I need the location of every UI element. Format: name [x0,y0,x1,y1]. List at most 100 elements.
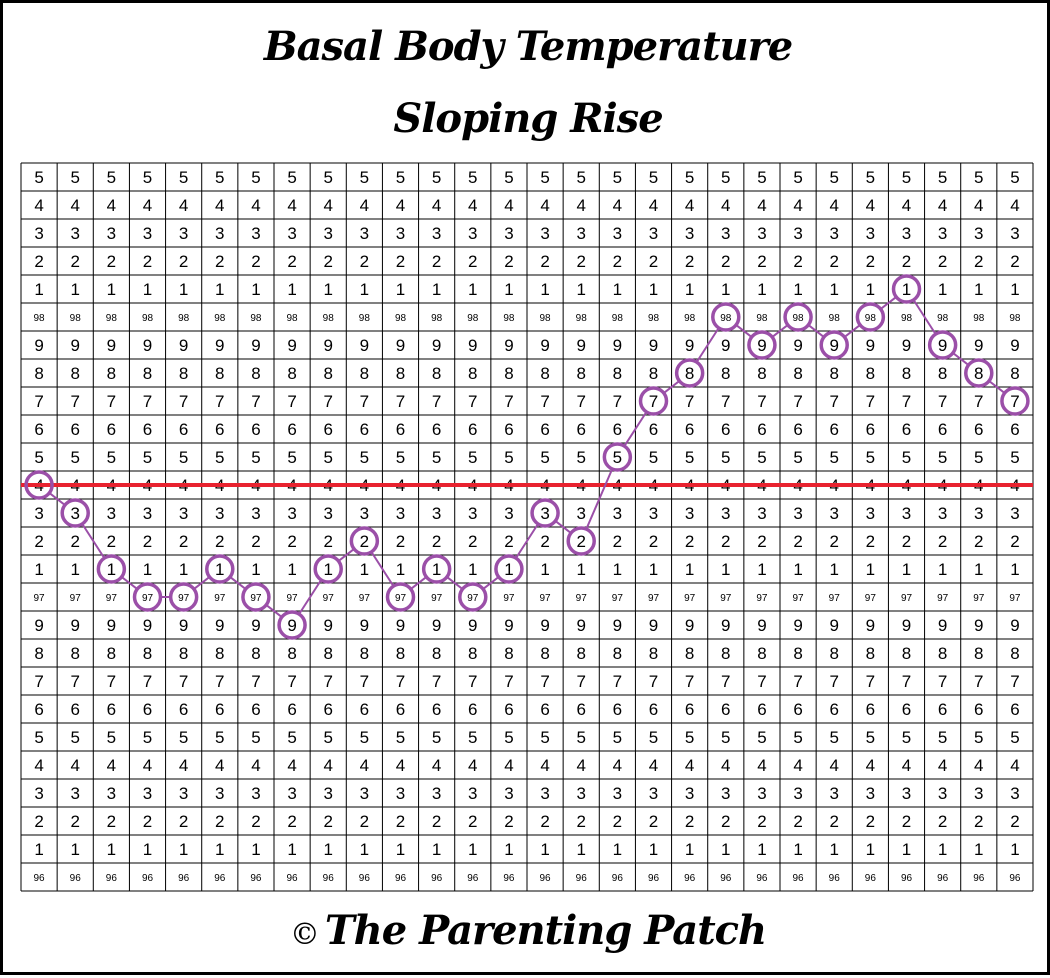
cell-tick-label: 7 [215,392,224,411]
cell-tick-label: 6 [685,700,694,719]
cell-tick-label: 1 [323,560,332,579]
cell-tick-label: 98 [937,313,949,324]
cell-tick-label: 2 [938,252,947,271]
cell-tick-label: 9 [938,616,947,635]
cell-tick-label: 9 [70,336,79,355]
cell-tick-label: 6 [504,700,513,719]
cell-tick-label: 1 [287,280,296,299]
cell-tick-label: 5 [721,728,730,747]
cell-tick-label: 2 [866,252,875,271]
cell-tick-label: 8 [757,644,766,663]
footer-brand: © The Parenting Patch [3,907,1050,954]
cell-tick-label: 5 [829,728,838,747]
cell-tick-label: 6 [179,700,188,719]
cell-tick-label: 5 [179,728,188,747]
cell-tick-label: 9 [721,616,730,635]
data-point [783,302,813,332]
cell-tick-label: 6 [721,420,730,439]
cell-tick-label: 8 [251,364,260,383]
cell-tick-label: 5 [468,728,477,747]
data-point [674,358,705,388]
cell-tick-label: 6 [576,700,585,719]
cell-tick-label: 4 [323,196,332,215]
cell-tick-label: 7 [323,672,332,691]
cell-tick-label: 1 [323,840,332,859]
cell-tick-label: 9 [866,616,875,635]
cell-tick-label: 2 [576,812,585,831]
cell-tick-label: 5 [685,168,694,187]
cell-tick-label: 97 [503,593,515,604]
cell-tick-label: 9 [287,336,296,355]
cell-tick-label: 1 [576,840,585,859]
cell-tick-label: 2 [721,812,730,831]
cell-tick-label: 7 [866,392,875,411]
data-point [96,554,127,584]
cell-tick-label: 4 [70,196,79,215]
cell-tick-label: 6 [323,700,332,719]
cell-tick-label: 8 [649,364,658,383]
cell-tick-label: 2 [974,812,983,831]
cell-tick-label: 7 [866,672,875,691]
cell-tick-label: 8 [215,364,224,383]
cell-tick-label: 3 [576,224,585,243]
data-point [277,610,307,640]
cell-tick-label: 8 [721,364,730,383]
cell-tick-label: 2 [287,812,296,831]
cell-tick-label: 5 [902,448,911,467]
cell-tick-label: 97 [287,593,299,604]
cell-tick-label: 98 [467,313,479,324]
cell-tick-label: 1 [34,280,43,299]
cell-tick-label: 9 [179,336,188,355]
cell-tick-label: 5 [143,168,152,187]
cell-tick-label: 3 [396,784,405,803]
cell-tick-label: 1 [215,560,224,579]
cell-tick-label: 5 [432,168,441,187]
cell-tick-label: 6 [938,700,947,719]
cell-tick-label: 2 [974,252,983,271]
cell-tick-label: 3 [721,784,730,803]
cell-tick-label: 3 [540,784,549,803]
cell-tick-label: 7 [829,672,838,691]
cell-tick-label: 1 [938,280,947,299]
cell-tick-label: 1 [757,840,766,859]
cell-tick-label: 4 [902,756,911,775]
cell-tick-label: 2 [179,812,188,831]
cell-tick-label: 7 [70,672,79,691]
cell-tick-label: 2 [793,252,802,271]
cell-tick-label: 1 [829,560,838,579]
cell-tick-label: 5 [34,728,43,747]
cell-tick-label: 5 [34,448,43,467]
cell-tick-label: 5 [215,728,224,747]
cell-tick-label: 4 [1010,756,1019,775]
cell-tick-label: 97 [359,593,371,604]
cell-tick-label: 5 [757,168,766,187]
data-point [711,302,741,332]
cell-tick-label: 9 [143,336,152,355]
cell-tick-label: 7 [432,392,441,411]
cell-tick-label: 2 [1010,252,1019,271]
cell-tick-label: 98 [756,313,768,324]
cell-tick-label: 9 [613,336,622,355]
cell-tick-label: 6 [287,420,296,439]
cell-tick-label: 3 [938,224,947,243]
cell-tick-label: 5 [721,448,730,467]
cell-tick-label: 8 [34,644,43,663]
cell-tick-label: 9 [829,616,838,635]
cell-tick-label: 8 [179,644,188,663]
cell-tick-label: 5 [143,448,152,467]
series-segment [585,469,613,529]
cell-tick-label: 8 [323,364,332,383]
cell-tick-label: 2 [902,252,911,271]
cell-tick-label: 96 [720,873,732,884]
data-point [494,554,524,584]
cell-tick-label: 2 [576,252,585,271]
cell-tick-label: 9 [396,616,405,635]
cell-tick-label: 3 [179,224,188,243]
cell-tick-label: 5 [866,728,875,747]
cell-tick-label: 2 [504,812,513,831]
cell-tick-label: 3 [287,224,296,243]
cell-tick-label: 3 [757,224,766,243]
cell-tick-label: 2 [143,252,152,271]
cell-tick-label: 9 [70,616,79,635]
cell-tick-label: 1 [323,280,332,299]
